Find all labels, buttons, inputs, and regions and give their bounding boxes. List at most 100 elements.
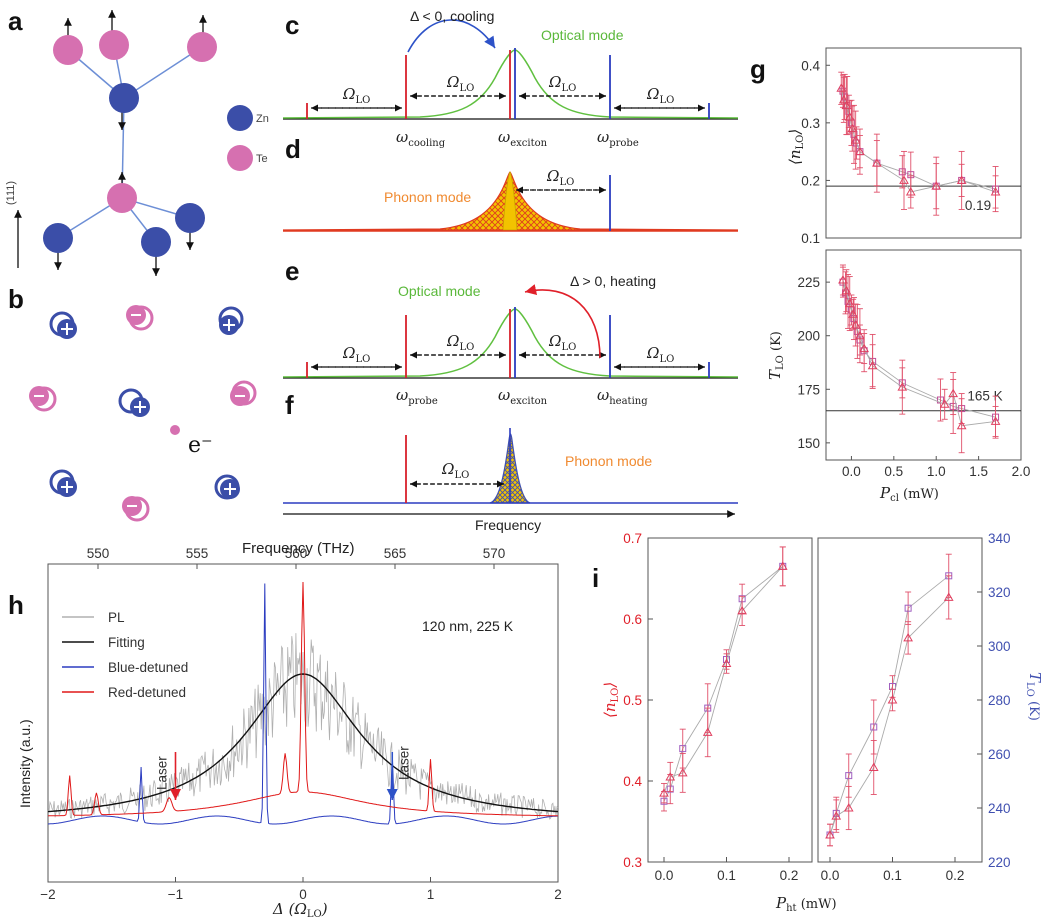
i-right-ytick-label: 340 (988, 531, 1011, 546)
h-fitting-line (47, 673, 559, 813)
svg-text:ΩLO: ΩLO (548, 332, 576, 353)
svg-text:ΩLO: ΩLO (446, 73, 474, 94)
zn-legend-atom (227, 105, 253, 131)
h-blue-detuned-line (47, 583, 559, 825)
i-data-point (887, 694, 898, 704)
i-data-point (904, 604, 912, 612)
h-top-xtick-label: 570 (483, 546, 506, 561)
g-series-line (842, 282, 996, 418)
h-annotation: 120 nm, 225 K (422, 618, 514, 634)
g-bot-ytick-label: 150 (797, 436, 820, 451)
i-data-point (868, 762, 879, 771)
g-series-line (842, 91, 996, 190)
g-top-ytick-label: 0.4 (801, 58, 820, 73)
g-bot-xtick-label: 1.0 (927, 464, 946, 479)
i-left-ytick-label: 0.5 (623, 693, 642, 708)
panel-c-mode-label: Optical mode (541, 27, 624, 43)
panel-c-annotation: Δ < 0, cooling (410, 8, 494, 24)
g-data-point (859, 343, 870, 353)
svg-text:⟨nLO⟩: ⟨nLO⟩ (786, 129, 806, 165)
i-right-ytick-label: 280 (988, 693, 1011, 708)
i-data-point (679, 745, 687, 753)
panel-d-mode-label: Phonon mode (384, 189, 471, 205)
g-series-line (840, 88, 996, 193)
svg-text:ωprobe: ωprobe (597, 128, 639, 149)
svg-text:ωcooling: ωcooling (396, 128, 446, 149)
g-data-point (850, 319, 861, 329)
i-right-ytick-label: 240 (988, 801, 1011, 816)
i-right-ytick-label: 320 (988, 585, 1011, 600)
legend-zn: Zn (256, 113, 269, 125)
g-data-point (931, 181, 942, 190)
g-data-point (897, 382, 908, 391)
i-left-xtick-label: 0.0 (655, 868, 674, 883)
i-series-line (663, 566, 784, 794)
panel-f-mode-label: Phonon mode (565, 453, 652, 469)
svg-text:Pcl (mW): Pcl (mW) (879, 484, 939, 504)
panel-e-mode-label: Optical mode (398, 283, 481, 299)
g-data-point (844, 112, 855, 121)
h-top-xlabel: Frequency (THz) (242, 540, 355, 557)
svg-text:Δ (ΩLO): Δ (ΩLO) (272, 900, 328, 918)
i-data-point (845, 772, 853, 780)
g-top-ytick-label: 0.1 (801, 231, 820, 246)
g-data-point (956, 175, 967, 184)
g-data-point (855, 330, 865, 340)
g-top-ytick-label: 0.3 (801, 116, 820, 131)
g-data-point (855, 146, 865, 156)
panel-e-diagram: ΩLO ΩLO ΩLO ΩLO Δ > 0, heating Optical m… (282, 273, 739, 407)
svg-text:ωprobe: ωprobe (396, 386, 438, 407)
h-xtick-label: −1 (168, 887, 183, 902)
h-legend-label: Blue-detuned (108, 660, 188, 675)
axis-111-label: (111) (5, 181, 17, 205)
panel-c-diagram: ΩLO ΩLO ΩLO ΩLO Δ < 0, cooling Optical m… (282, 8, 739, 149)
g-bot-xtick-label: 0.5 (884, 464, 903, 479)
h-xtick-label: 0 (299, 887, 307, 902)
i-left-ytick-label: 0.4 (623, 774, 642, 789)
h-top-xtick-label: 565 (384, 546, 407, 561)
panel-label-e: e (285, 256, 299, 286)
g-bot-ytick-label: 200 (797, 329, 820, 344)
h-laser-label-blue: Laser (396, 746, 411, 780)
svg-text:ΩLO: ΩLO (342, 344, 370, 365)
g-data-point (844, 298, 855, 308)
g-data-point (850, 135, 861, 144)
i-right-xtick-label: 0.1 (883, 868, 902, 883)
g-data-point (872, 158, 882, 167)
h-xtick-label: −2 (40, 887, 55, 902)
svg-text:ΩLO: ΩLO (441, 460, 469, 481)
svg-text:ωexciton: ωexciton (498, 386, 548, 407)
i-data-point (843, 802, 854, 812)
chart-g-top: 0.4 0.3 0.2 0.1 ⟨nLO⟩ 0.19 (786, 47, 1022, 246)
i-data-point (777, 561, 788, 570)
h-ylabel: Intensity (a.u.) (17, 719, 33, 808)
frequency-axis-label: Frequency (475, 517, 541, 533)
i-series-line (663, 565, 784, 802)
h-xtick-label: 1 (427, 887, 435, 902)
panel-f-diagram: ΩLO Phonon mode Frequency (283, 428, 738, 533)
svg-text:TLO (K): TLO (K) (766, 331, 786, 380)
panel-label-d: d (285, 134, 301, 164)
svg-text:ΩLO: ΩLO (546, 167, 574, 188)
svg-text:⟨nLO⟩: ⟨nLO⟩ (601, 682, 621, 718)
svg-text:ΩLO: ΩLO (646, 85, 674, 106)
panel-label-h: h (8, 590, 24, 620)
i-right-ytick-label: 260 (988, 747, 1011, 762)
crystal-structure: Zn Te (111) (5, 10, 269, 276)
i-data-point (825, 829, 835, 839)
panel-label-g: g (750, 54, 766, 84)
i-data-point (702, 727, 713, 736)
i-data-point (737, 605, 747, 615)
i-data-point (659, 788, 669, 797)
g-series-line (842, 279, 996, 427)
i-data-point (721, 658, 732, 668)
g-data-point (841, 100, 852, 110)
svg-text:TLO (K): TLO (K) (1024, 672, 1044, 721)
i-right-xtick-label: 0.2 (946, 868, 965, 883)
h-xtick-label: 2 (554, 887, 562, 902)
g-data-point (899, 175, 909, 184)
g-data-point (838, 94, 849, 104)
h-top-xtick-label: 550 (87, 546, 110, 561)
g-bot-xtick-label: 2.0 (1012, 464, 1031, 479)
